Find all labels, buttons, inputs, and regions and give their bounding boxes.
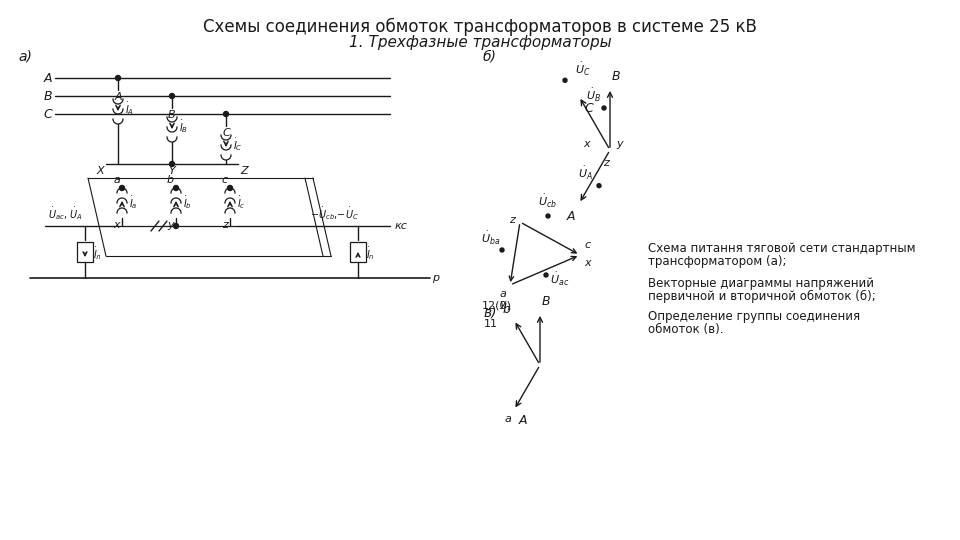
Circle shape [563, 78, 567, 82]
Text: $\dot{U}_{cb}$: $\dot{U}_{cb}$ [539, 193, 558, 210]
Text: C: C [584, 102, 592, 116]
Text: y: y [616, 139, 623, 149]
Text: $\dot{I}_л$: $\dot{I}_л$ [93, 246, 102, 262]
Text: A: A [43, 71, 52, 84]
Text: z: z [222, 220, 228, 230]
Text: $\dot{I}_A$: $\dot{I}_A$ [125, 100, 134, 118]
Circle shape [170, 161, 175, 166]
Text: 11: 11 [484, 319, 498, 329]
Text: A: A [566, 210, 575, 222]
Text: c: c [222, 175, 228, 185]
Text: b: b [167, 175, 174, 185]
Text: Y: Y [169, 166, 176, 176]
Text: $\dot{I}_B$: $\dot{I}_B$ [179, 119, 188, 136]
Text: $\dot{U}_{ac}$: $\dot{U}_{ac}$ [550, 271, 569, 287]
Text: обмоток (в).: обмоток (в). [648, 323, 724, 336]
Text: b: b [502, 303, 510, 316]
Bar [77, 242, 93, 262]
Text: первичной и вторичной обмоток (б);: первичной и вторичной обмоток (б); [648, 290, 876, 303]
Text: y: y [499, 299, 506, 309]
Circle shape [170, 93, 175, 98]
Text: кс: кс [395, 221, 408, 231]
Text: $\dot{U}_{ba}$: $\dot{U}_{ba}$ [481, 230, 500, 247]
Text: Схема питання тяговой сети стандартным: Схема питання тяговой сети стандартным [648, 242, 916, 255]
Text: Векторные диаграммы напряжений: Векторные диаграммы напряжений [648, 277, 874, 290]
Text: z: z [603, 158, 609, 168]
Text: Z: Z [240, 166, 248, 176]
Text: B: B [168, 110, 176, 120]
Text: $\dot{I}_c$: $\dot{I}_c$ [237, 194, 246, 212]
Text: $\dot{U}_A$: $\dot{U}_A$ [578, 165, 593, 181]
Circle shape [174, 224, 179, 228]
Circle shape [224, 111, 228, 117]
Circle shape [544, 273, 548, 277]
Text: а): а) [18, 50, 32, 64]
Text: $\dot{I}_a$: $\dot{I}_a$ [129, 194, 137, 212]
Text: B: B [43, 90, 52, 103]
Text: 1. Трехфазные трансформаторы: 1. Трехфазные трансформаторы [348, 35, 612, 50]
Text: б): б) [483, 50, 497, 64]
Text: в): в) [483, 305, 496, 319]
Text: C: C [222, 128, 229, 138]
Text: B: B [542, 295, 551, 308]
Text: $\dot{U}_{ac}$, $\dot{U}_A$: $\dot{U}_{ac}$, $\dot{U}_A$ [48, 205, 84, 222]
Text: A: A [519, 414, 527, 427]
Text: $\dot{U}_C$: $\dot{U}_C$ [575, 61, 590, 78]
Circle shape [228, 186, 232, 191]
Text: $-\dot{U}_{cb}$,$-\dot{U}_C$: $-\dot{U}_{cb}$,$-\dot{U}_C$ [310, 205, 359, 222]
Text: $\dot{I}_C$: $\dot{I}_C$ [233, 137, 243, 153]
Circle shape [546, 214, 550, 218]
Text: a: a [499, 289, 506, 299]
Text: 12(0): 12(0) [482, 300, 512, 310]
Text: A: A [114, 92, 122, 102]
Text: Схемы соединения обмоток трансформаторов в системе 25 кВ: Схемы соединения обмоток трансформаторов… [204, 18, 756, 36]
Text: x: x [584, 139, 590, 149]
Text: z: z [509, 215, 515, 225]
Text: x: x [113, 220, 120, 230]
Text: c: c [584, 240, 590, 250]
Text: a: a [113, 175, 120, 185]
Text: X: X [96, 166, 104, 176]
Text: C: C [43, 107, 52, 120]
Text: $\dot{I}_n$: $\dot{I}_n$ [366, 246, 374, 262]
Text: $\dot{I}_b$: $\dot{I}_b$ [183, 194, 192, 212]
Circle shape [597, 184, 601, 188]
Text: B: B [612, 70, 620, 83]
Circle shape [174, 186, 179, 191]
Circle shape [602, 106, 606, 110]
Text: y: y [167, 220, 174, 230]
Circle shape [115, 76, 121, 80]
Text: трансформатором (а);: трансформатором (а); [648, 255, 786, 268]
Text: a: a [504, 414, 511, 424]
Text: $\dot{U}_B$: $\dot{U}_B$ [586, 87, 601, 104]
Text: x: x [584, 258, 590, 268]
Circle shape [119, 186, 125, 191]
Bar [350, 242, 366, 262]
Circle shape [500, 248, 504, 252]
Text: р: р [432, 273, 439, 283]
Text: Определение группы соединения: Определение группы соединения [648, 310, 860, 323]
